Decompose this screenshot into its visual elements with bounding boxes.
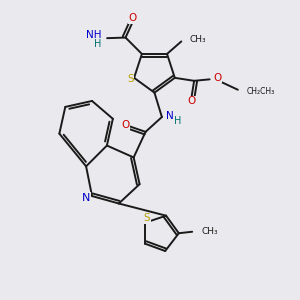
Text: H: H [94,38,102,49]
Text: O: O [128,13,137,23]
Text: N: N [82,193,90,202]
Text: S: S [127,74,134,84]
Text: O: O [121,120,129,130]
Text: H: H [174,116,182,127]
Text: N: N [166,111,174,122]
Text: CH₂CH₃: CH₂CH₃ [247,87,275,96]
Text: O: O [187,96,195,106]
Text: S: S [144,213,150,223]
Text: CH₃: CH₃ [190,35,206,44]
Text: CH₃: CH₃ [202,227,218,236]
Text: O: O [213,73,221,83]
Text: NH: NH [86,30,102,40]
